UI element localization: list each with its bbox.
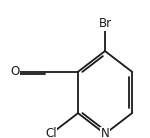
Text: N: N bbox=[101, 127, 109, 138]
Text: Cl: Cl bbox=[45, 127, 57, 138]
Text: Br: Br bbox=[98, 17, 112, 30]
Text: O: O bbox=[10, 65, 20, 78]
